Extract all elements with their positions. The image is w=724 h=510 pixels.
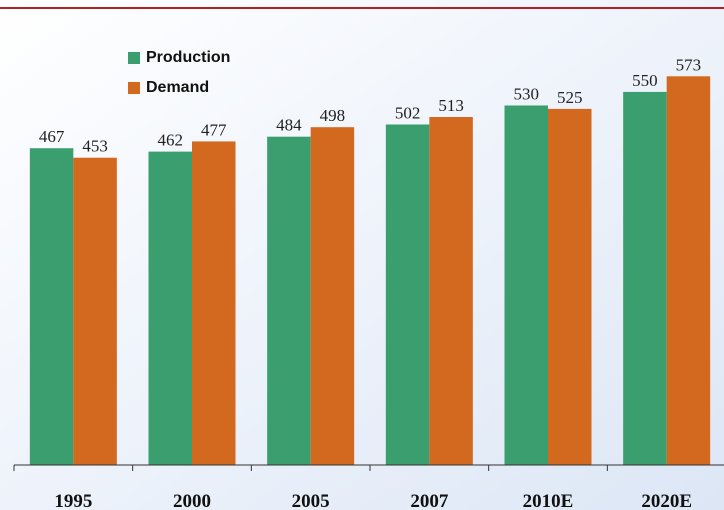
value-label: 525 bbox=[557, 88, 583, 107]
legend-label: Demand bbox=[146, 79, 209, 96]
bar bbox=[73, 157, 117, 465]
bar bbox=[666, 76, 711, 465]
legend-swatch bbox=[128, 52, 140, 64]
value-label: 467 bbox=[39, 127, 65, 146]
bar bbox=[267, 136, 311, 466]
bar bbox=[310, 127, 355, 465]
bar bbox=[192, 141, 236, 465]
value-label: 484 bbox=[276, 116, 302, 135]
value-label: 550 bbox=[632, 71, 658, 90]
value-label: 462 bbox=[158, 131, 184, 150]
x-tick-label: 2010E bbox=[523, 491, 574, 510]
legend-swatch bbox=[128, 82, 140, 94]
bar bbox=[148, 151, 192, 466]
value-label: 498 bbox=[320, 106, 346, 125]
value-label: 513 bbox=[438, 96, 464, 115]
x-tick-label: 2000 bbox=[173, 491, 211, 510]
bar bbox=[29, 148, 74, 466]
bar bbox=[429, 117, 473, 465]
bar bbox=[504, 105, 548, 465]
value-label: 477 bbox=[201, 120, 227, 139]
bar bbox=[385, 124, 430, 465]
value-label: 453 bbox=[82, 137, 108, 156]
x-tick-label: 2007 bbox=[410, 491, 449, 510]
value-label: 530 bbox=[514, 84, 540, 103]
value-label: 573 bbox=[676, 55, 702, 74]
legend-label: Production bbox=[146, 49, 230, 66]
bar bbox=[623, 91, 667, 466]
bar bbox=[548, 108, 592, 465]
x-tick-label: 2020E bbox=[641, 491, 692, 510]
x-tick-label: 1995 bbox=[54, 491, 92, 510]
value-label: 502 bbox=[395, 103, 421, 122]
x-tick-label: 2005 bbox=[292, 491, 330, 510]
